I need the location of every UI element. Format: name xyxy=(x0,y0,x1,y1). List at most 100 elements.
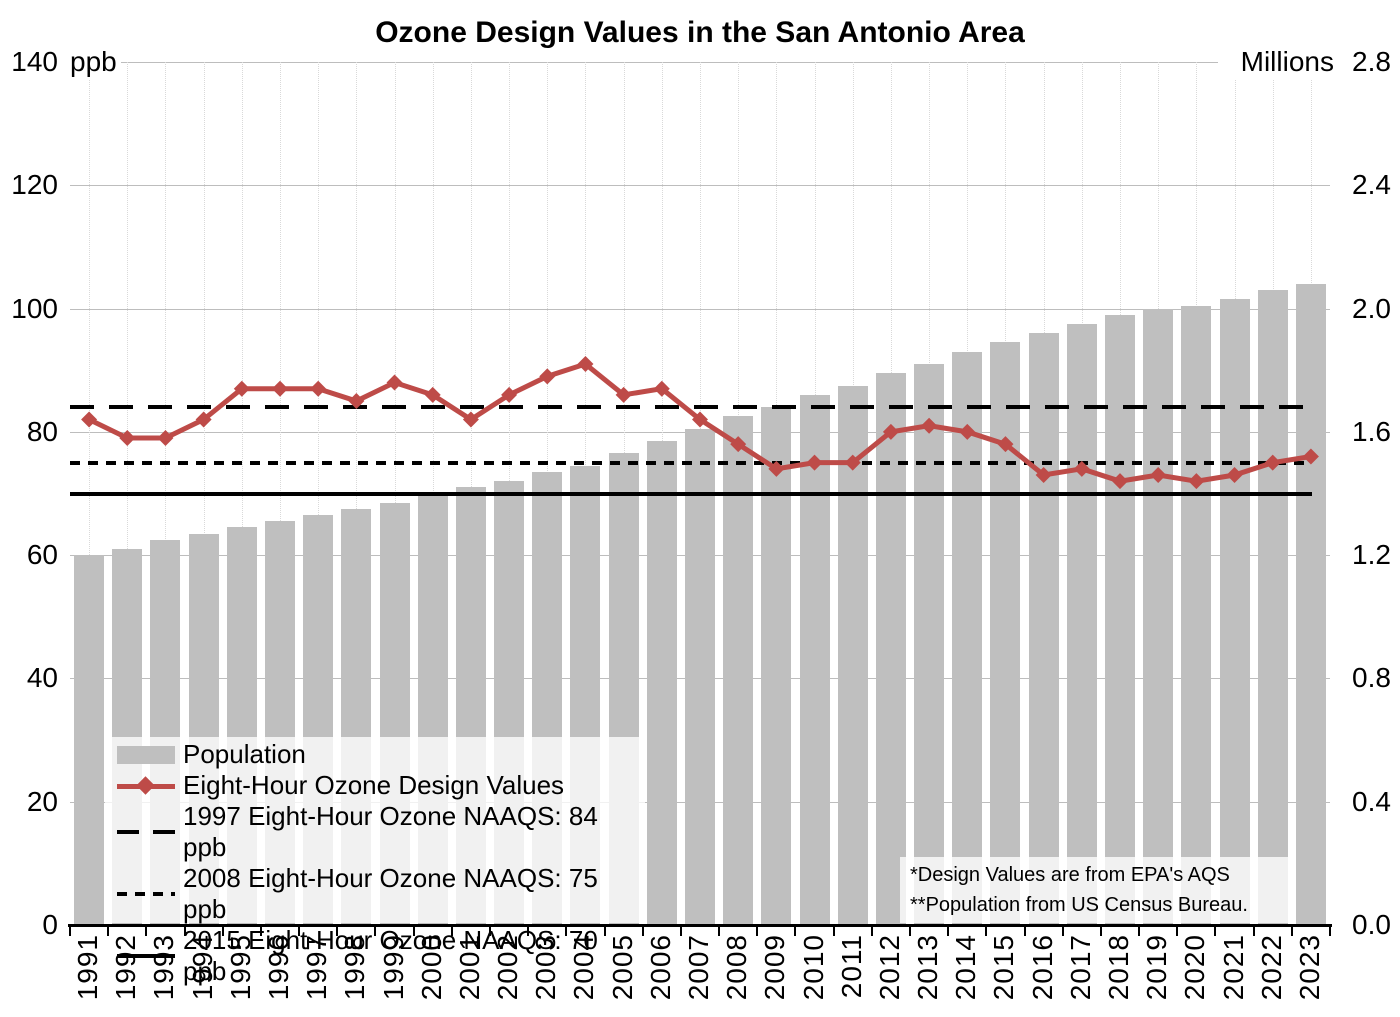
x-axis-tick xyxy=(1023,927,1026,936)
x-axis-tick xyxy=(221,927,224,936)
right-axis-tick-0.8: 0.8 xyxy=(1352,662,1391,694)
ozone-point-2020 xyxy=(1188,473,1205,490)
x-axis-label-2015: 2015 xyxy=(988,934,1020,1001)
ozone-point-2003 xyxy=(539,368,556,385)
x-axis-label-2020: 2020 xyxy=(1179,934,1211,1001)
population-bar-2008 xyxy=(723,416,754,925)
ozone-point-2022 xyxy=(1264,454,1281,471)
x-axis-tick xyxy=(412,927,415,936)
x-axis-tick xyxy=(794,927,797,936)
population-bar-2012 xyxy=(875,373,906,925)
x-axis-label-2019: 2019 xyxy=(1141,934,1173,1001)
right-axis-tick-2.0: 2.0 xyxy=(1352,292,1391,324)
x-axis-tick xyxy=(985,927,988,936)
x-axis-label-2022: 2022 xyxy=(1255,934,1287,1001)
legend-item-0: Population xyxy=(117,739,645,770)
naaqs-line-84ppb xyxy=(70,405,1312,410)
x-axis-label-2018: 2018 xyxy=(1103,934,1134,1001)
x-axis-tick xyxy=(374,927,377,936)
ozone-point-2023 xyxy=(1302,448,1319,465)
ozone-point-2005 xyxy=(615,386,632,403)
x-axis-tick xyxy=(1061,927,1064,936)
x-axis-label-2006: 2006 xyxy=(644,934,676,1001)
x-axis-label-2011: 2011 xyxy=(835,934,867,999)
ozone-point-1995 xyxy=(233,380,250,397)
left-axis-tick-80: 80 xyxy=(26,415,58,447)
left-axis-tick-0: 0 xyxy=(42,909,58,940)
population-bar-2021 xyxy=(1219,299,1250,925)
ozone-point-2007 xyxy=(692,411,708,428)
chart-title: Ozone Design Values in the San Antonio A… xyxy=(375,16,1025,49)
x-axis-tick xyxy=(718,927,721,936)
population-bar-2010 xyxy=(799,394,830,925)
source-annotation: *Design Values are from EPA's AQS **Popu… xyxy=(900,857,1292,923)
legend-swatch-bar-icon xyxy=(117,744,175,766)
legend-label: 2008 Eight-Hour Ozone NAAQS: 75 ppb xyxy=(183,863,598,924)
population-bar-2013 xyxy=(914,364,945,925)
x-axis-label-2023: 2023 xyxy=(1293,934,1325,1001)
right-axis-tick-0.0: 0.0 xyxy=(1352,909,1391,940)
population-bar-2006 xyxy=(646,441,677,925)
ozone-point-2017 xyxy=(1073,460,1090,477)
right-axis-unit-label: Millions xyxy=(1218,45,1338,79)
left-axis-tick-60: 60 xyxy=(26,539,58,571)
ozone-point-2000 xyxy=(424,386,441,403)
x-axis-tick xyxy=(107,927,110,936)
x-axis-label-2013: 2013 xyxy=(912,934,944,1001)
ozone-point-2001 xyxy=(462,411,479,428)
ozone-point-1992 xyxy=(119,430,136,447)
population-bar-2022 xyxy=(1257,290,1288,925)
x-axis-label-2021: 2021 xyxy=(1217,934,1249,1001)
x-axis-tick xyxy=(527,927,530,936)
x-axis-tick xyxy=(756,927,759,936)
left-axis-unit-label: ppb xyxy=(66,45,121,79)
ozone-point-2011 xyxy=(844,454,861,471)
x-axis-tick xyxy=(565,927,568,936)
legend-item-3: 2008 Eight-Hour Ozone NAAQS: 75 ppb xyxy=(117,863,645,925)
right-axis-tick-2.4: 2.4 xyxy=(1352,169,1391,201)
right-axis-tick-0.4: 0.4 xyxy=(1352,785,1391,817)
x-axis-tick xyxy=(603,927,606,936)
x-axis-line xyxy=(68,924,1332,927)
x-axis-tick xyxy=(1252,927,1255,936)
ozone-point-1998 xyxy=(348,393,365,410)
population-bar-2018 xyxy=(1105,314,1135,925)
ozone-point-2018 xyxy=(1112,473,1128,490)
population-bar-2017 xyxy=(1066,323,1097,925)
x-axis-tick xyxy=(1176,927,1179,936)
x-axis-tick xyxy=(1099,927,1102,936)
naaqs-line-70ppb xyxy=(70,491,1312,496)
legend-label: Population xyxy=(183,739,306,769)
x-axis-label-2017: 2017 xyxy=(1064,934,1096,1001)
x-axis-label-2009: 2009 xyxy=(759,934,791,1001)
right-axis-tick-2.8: 2.8 xyxy=(1352,46,1391,77)
x-axis-tick xyxy=(69,927,71,936)
legend-swatch-solid-icon xyxy=(117,945,175,967)
ozone-point-2013 xyxy=(921,417,938,434)
x-axis-label-2007: 2007 xyxy=(683,934,714,1001)
x-axis-tick xyxy=(947,927,950,936)
x-axis-tick xyxy=(1138,927,1141,936)
ozone-line-series xyxy=(81,356,1319,490)
x-axis-tick xyxy=(145,927,148,936)
legend-swatch-long-dash-icon xyxy=(117,821,175,843)
left-axis-tick-140: 140 xyxy=(11,46,58,77)
naaqs-line-75ppb xyxy=(70,460,1312,465)
ozone-point-2015 xyxy=(997,436,1014,453)
x-axis-tick xyxy=(450,927,453,936)
x-axis-label-2014: 2014 xyxy=(950,934,982,1001)
x-axis-tick xyxy=(909,927,911,936)
ozone-point-2009 xyxy=(768,460,785,477)
legend-item-2: 1997 Eight-Hour Ozone NAAQS: 84 ppb xyxy=(117,801,645,863)
ozone-point-1993 xyxy=(157,430,174,447)
legend-label: 1997 Eight-Hour Ozone NAAQS: 84 ppb xyxy=(183,801,598,862)
ozone-point-2006 xyxy=(653,380,670,397)
population-bar-2014 xyxy=(952,351,983,925)
x-axis-tick xyxy=(1214,927,1217,936)
ozone-point-2021 xyxy=(1226,467,1243,484)
population-bar-2011 xyxy=(837,385,868,925)
x-axis-tick xyxy=(641,927,644,936)
left-axis-tick-100: 100 xyxy=(11,292,58,324)
left-axis-tick-20: 20 xyxy=(26,785,58,817)
